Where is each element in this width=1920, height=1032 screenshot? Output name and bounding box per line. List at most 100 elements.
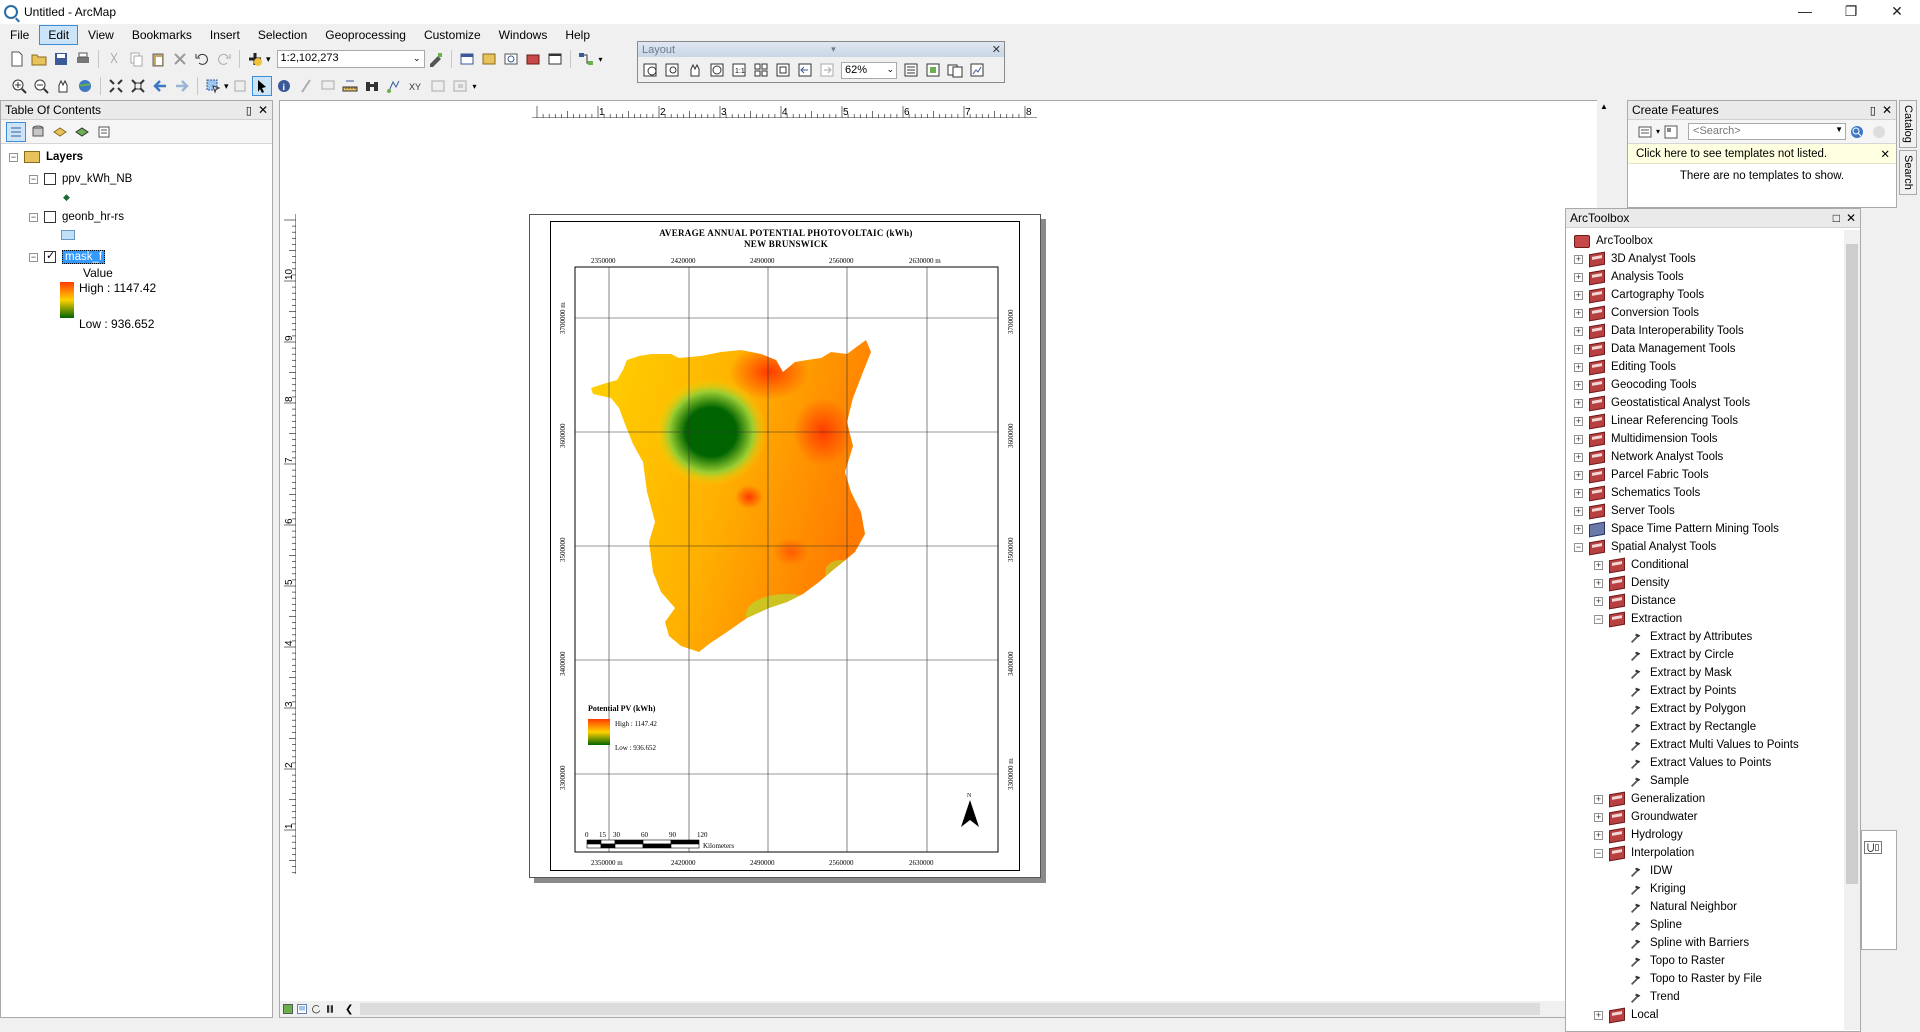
menu-view[interactable]: View <box>88 28 114 42</box>
list-by-source-icon[interactable] <box>28 122 48 142</box>
measure-icon[interactable] <box>340 76 360 96</box>
zoom-100-icon[interactable]: 1:1 <box>729 60 749 80</box>
list-by-drawing-order-icon[interactable] <box>6 121 26 142</box>
expand-icon[interactable]: + <box>1594 829 1603 840</box>
toolbox-item[interactable]: Extract Values to Points <box>1566 754 1860 772</box>
identify-icon[interactable]: i <box>274 76 294 96</box>
expand-icon[interactable]: + <box>1594 1009 1603 1020</box>
table-of-contents-icon[interactable] <box>457 49 477 69</box>
menu-edit[interactable]: Edit <box>39 25 79 45</box>
scroll-up-icon[interactable]: ▲ <box>1600 102 1608 111</box>
scrollbar-thumb[interactable] <box>360 1003 1540 1015</box>
toggle-draft-mode-icon[interactable] <box>901 60 921 80</box>
layer-visibility-checkbox[interactable] <box>44 249 56 263</box>
toolbox-item[interactable]: Kriging <box>1566 880 1860 898</box>
layout-zoom-combo[interactable]: 62% ⌄ <box>841 61 897 79</box>
select-features-icon[interactable] <box>203 76 223 96</box>
toolbox-item[interactable]: + Conversion Tools <box>1566 304 1860 322</box>
close-notice-icon[interactable]: ✕ <box>1880 148 1890 161</box>
menu-insert[interactable]: Insert <box>209 28 240 42</box>
collapse-icon[interactable]: − <box>1594 847 1603 858</box>
map-frame[interactable]: AVERAGE ANNUAL POTENTIAL PHOTOVOLTAIC (k… <box>550 221 1020 871</box>
expand-icon[interactable]: + <box>1574 325 1583 336</box>
menu-bookmarks[interactable]: Bookmarks <box>131 28 192 42</box>
toolbox-item[interactable]: Extract by Mask <box>1566 664 1860 682</box>
collapse-icon[interactable]: − <box>1574 541 1583 552</box>
toolbox-item[interactable]: + Data Management Tools <box>1566 340 1860 358</box>
toolbox-item[interactable]: Extract by Attributes <box>1566 628 1860 646</box>
zoom-in-icon[interactable] <box>9 76 29 96</box>
toolbox-item[interactable]: + Parcel Fabric Tools <box>1566 466 1860 484</box>
expand-icon[interactable]: + <box>1574 289 1583 300</box>
toolbox-item[interactable]: + Conditional <box>1566 556 1860 574</box>
arctoolbox-root[interactable]: ArcToolbox <box>1566 232 1860 250</box>
toolbox-item[interactable]: + Multidimension Tools <box>1566 430 1860 448</box>
expand-icon[interactable]: + <box>1574 505 1583 516</box>
toolbox-item[interactable]: Extract by Polygon <box>1566 700 1860 718</box>
next-extent-page-icon[interactable] <box>817 60 837 80</box>
restore-button[interactable]: ❐ <box>1844 2 1858 19</box>
toolbox-item[interactable]: + Network Analyst Tools <box>1566 448 1860 466</box>
toolbar-options-icon[interactable]: ▾ <box>598 54 603 64</box>
maximize-icon[interactable]: □ <box>1832 211 1840 225</box>
search-window-icon[interactable] <box>501 49 521 69</box>
undo-icon[interactable] <box>192 49 212 69</box>
toolbar-options-icon[interactable]: ▾ <box>472 81 477 91</box>
expand-icon[interactable]: + <box>1574 451 1583 462</box>
scroll-left-icon[interactable]: ❮ <box>345 1003 354 1015</box>
toolbox-item[interactable]: Spline with Barriers <box>1566 934 1860 952</box>
data-driven-pages-icon[interactable] <box>967 60 987 80</box>
new-document-icon[interactable] <box>7 49 27 69</box>
expand-icon[interactable]: + <box>1574 523 1583 534</box>
add-data-dropdown-icon[interactable]: ▾ <box>266 53 271 64</box>
redo-icon[interactable] <box>214 49 234 69</box>
clear-selection-icon[interactable] <box>230 76 250 96</box>
toolbox-item[interactable]: + Server Tools <box>1566 502 1860 520</box>
toolbox-item[interactable]: + Cartography Tools <box>1566 286 1860 304</box>
layer-mask-f[interactable]: − mask_f <box>1 248 272 266</box>
editor-toolbar-icon[interactable] <box>426 49 446 69</box>
find-icon[interactable] <box>362 76 382 96</box>
toolbox-item[interactable]: Topo to Raster <box>1566 952 1860 970</box>
fixed-zoom-in-icon[interactable] <box>106 76 126 96</box>
expand-icon[interactable]: + <box>1594 577 1603 588</box>
refresh-icon[interactable] <box>310 1003 322 1015</box>
menu-geoprocessing[interactable]: Geoprocessing <box>325 28 406 42</box>
fixed-zoom-out-icon[interactable] <box>128 76 148 96</box>
toolbox-item[interactable]: + Hydrology <box>1566 826 1860 844</box>
templates-dropdown-icon[interactable]: ▾ <box>1656 127 1661 136</box>
toolbox-item[interactable]: + Data Interoperability Tools <box>1566 322 1860 340</box>
expand-icon[interactable]: + <box>1574 307 1583 318</box>
copy-icon[interactable] <box>126 49 146 69</box>
python-window-icon[interactable] <box>545 49 565 69</box>
delete-icon[interactable] <box>170 49 190 69</box>
toolbox-item[interactable]: + Linear Referencing Tools <box>1566 412 1860 430</box>
template-search-input[interactable]: <Search> ▼ <box>1688 123 1847 140</box>
collapse-icon[interactable]: − <box>1594 613 1603 624</box>
expand-icon[interactable]: + <box>1574 469 1583 480</box>
toolbox-item[interactable]: + Analysis Tools <box>1566 268 1860 286</box>
menu-help[interactable]: Help <box>565 28 591 42</box>
layer-ppv-kwh-nb[interactable]: − ppv_kWh_NB <box>1 170 272 188</box>
close-create-features-icon[interactable]: ✕ <box>1881 103 1892 117</box>
close-window-button[interactable]: ✕ <box>1891 2 1903 19</box>
toolbox-item[interactable]: Topo to Raster by File <box>1566 970 1860 988</box>
toc-options-icon[interactable] <box>94 122 114 142</box>
find-route-icon[interactable] <box>384 76 404 96</box>
collapse-icon[interactable]: − <box>29 251 38 262</box>
select-dropdown-icon[interactable]: ▾ <box>224 80 229 91</box>
menu-windows[interactable]: Windows <box>498 28 548 42</box>
collapse-icon[interactable]: − <box>29 173 38 184</box>
minimize-button[interactable]: — <box>1798 3 1812 19</box>
toolbox-item[interactable]: + Schematics Tools <box>1566 484 1860 502</box>
expand-icon[interactable]: + <box>1574 361 1583 372</box>
auto-hide-icon[interactable]: ⋃▯ <box>1864 841 1883 854</box>
pin-icon[interactable]: ▯ <box>245 104 252 117</box>
forward-arrow-icon[interactable] <box>172 76 192 96</box>
search-icon[interactable] <box>1847 122 1867 142</box>
toolbox-item[interactable]: Natural Neighbor <box>1566 898 1860 916</box>
toolbox-item[interactable]: − Extraction <box>1566 610 1860 628</box>
collapse-icon[interactable]: − <box>9 151 18 162</box>
zoom-whole-page-icon[interactable] <box>707 60 727 80</box>
full-extent-icon[interactable] <box>75 76 95 96</box>
